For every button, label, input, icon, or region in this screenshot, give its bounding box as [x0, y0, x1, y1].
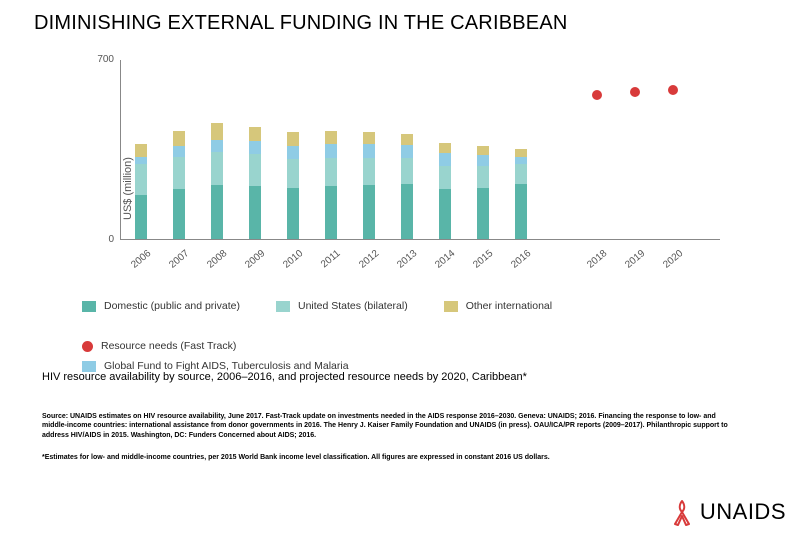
- x-tick: 2011: [319, 248, 343, 270]
- legend: Domestic (public and private) United Stat…: [82, 300, 742, 380]
- bar-segment-domestic: [135, 195, 147, 239]
- bar-segment-us_bilateral: [363, 158, 375, 185]
- legend-item-domestic: Domestic (public and private): [82, 300, 240, 312]
- bar-group: [249, 127, 261, 239]
- bar-segment-other_intl: [515, 149, 527, 157]
- y-tick: 0: [84, 234, 114, 245]
- legend-label: Resource needs (Fast Track): [101, 340, 236, 352]
- bar-group: [173, 131, 185, 239]
- x-tick: 2012: [357, 248, 381, 271]
- x-tick: 2008: [205, 248, 229, 271]
- unaids-logo: UNAIDS: [670, 498, 786, 526]
- bar-segment-other_intl: [173, 131, 185, 146]
- swatch-icon: [276, 301, 290, 312]
- resource-need-dot: [630, 87, 640, 97]
- bar-segment-us_bilateral: [287, 159, 299, 187]
- bar-segment-domestic: [325, 186, 337, 239]
- bar-group: [287, 132, 299, 239]
- bar-segment-domestic: [249, 186, 261, 239]
- bar-segment-us_bilateral: [173, 157, 185, 189]
- legend-label: Domestic (public and private): [104, 300, 240, 312]
- ribbon-icon: [670, 498, 694, 526]
- x-tick: 2016: [509, 248, 533, 271]
- x-tick: 2019: [623, 248, 647, 271]
- legend-item-us_bilateral: United States (bilateral): [276, 300, 408, 312]
- resource-need-dot: [668, 85, 678, 95]
- bar-segment-domestic: [363, 185, 375, 239]
- x-tick: 2006: [129, 248, 153, 271]
- bar-segment-other_intl: [363, 132, 375, 144]
- bar-segment-us_bilateral: [477, 166, 489, 188]
- legend-item-resource_needs: Resource needs (Fast Track): [82, 340, 236, 352]
- bar-segment-us_bilateral: [211, 152, 223, 185]
- bar-segment-global_fund: [211, 140, 223, 152]
- x-tick: 2007: [167, 248, 191, 271]
- source-text: Source: UNAIDS estimates on HIV resource…: [42, 412, 742, 440]
- bar-segment-global_fund: [363, 144, 375, 158]
- bar-segment-global_fund: [439, 153, 451, 166]
- x-tick: 2010: [281, 248, 305, 271]
- bar-segment-us_bilateral: [135, 164, 147, 195]
- bar-group: [363, 132, 375, 239]
- bar-segment-other_intl: [439, 143, 451, 153]
- legend-label: Other international: [466, 300, 552, 312]
- legend-item-other_intl: Other international: [444, 300, 552, 312]
- bar-group: [401, 134, 413, 239]
- bar-segment-other_intl: [287, 132, 299, 146]
- bar-group: [515, 149, 527, 239]
- bar-segment-us_bilateral: [439, 166, 451, 189]
- x-tick: 2020: [661, 248, 685, 271]
- page-title: DIMINISHING EXTERNAL FUNDING IN THE CARI…: [34, 12, 568, 35]
- legend-row: Domestic (public and private) United Stat…: [82, 300, 742, 352]
- bar-segment-domestic: [211, 185, 223, 239]
- bar-segment-global_fund: [477, 155, 489, 165]
- bar-segment-other_intl: [249, 127, 261, 141]
- bar-segment-global_fund: [173, 146, 185, 156]
- bar-segment-other_intl: [401, 134, 413, 146]
- swatch-icon: [444, 301, 458, 312]
- bar-group: [439, 143, 451, 239]
- bar-segment-global_fund: [325, 144, 337, 158]
- bar-segment-other_intl: [135, 144, 147, 157]
- bar-segment-global_fund: [515, 157, 527, 165]
- bar-segment-domestic: [401, 184, 413, 239]
- swatch-icon: [82, 301, 96, 312]
- logo-text: UNAIDS: [700, 499, 786, 525]
- bar-segment-domestic: [515, 184, 527, 239]
- bar-segment-domestic: [287, 188, 299, 239]
- bar-group: [325, 131, 337, 239]
- bar-segment-global_fund: [287, 146, 299, 159]
- bar-segment-us_bilateral: [249, 154, 261, 186]
- y-tick: 700: [84, 54, 114, 65]
- bar-segment-domestic: [477, 188, 489, 239]
- bar-group: [477, 146, 489, 239]
- bar-segment-global_fund: [249, 141, 261, 154]
- x-tick: 2015: [471, 248, 495, 271]
- dot-icon: [82, 341, 93, 352]
- x-tick: 2013: [395, 248, 419, 271]
- bar-segment-domestic: [173, 189, 185, 239]
- x-tick: 2018: [585, 248, 609, 271]
- footnote: *Estimates for low- and middle-income co…: [42, 454, 742, 461]
- x-tick: 2009: [243, 248, 267, 271]
- plot-area: [120, 60, 720, 240]
- x-tick: 2014: [433, 248, 457, 271]
- legend-label: United States (bilateral): [298, 300, 408, 312]
- chart: US$ (million) 07002006200720082009201020…: [80, 60, 720, 270]
- bar-segment-us_bilateral: [325, 158, 337, 186]
- resource-need-dot: [592, 90, 602, 100]
- bar-segment-other_intl: [325, 131, 337, 144]
- chart-subtitle: HIV resource availability by source, 200…: [42, 370, 722, 385]
- bar-segment-us_bilateral: [401, 158, 413, 184]
- bar-segment-global_fund: [135, 157, 147, 165]
- bar-group: [211, 123, 223, 239]
- bar-segment-other_intl: [477, 146, 489, 155]
- bar-segment-global_fund: [401, 145, 413, 158]
- bar-segment-other_intl: [211, 123, 223, 140]
- bar-group: [135, 144, 147, 239]
- bar-segment-domestic: [439, 189, 451, 239]
- bar-segment-us_bilateral: [515, 164, 527, 183]
